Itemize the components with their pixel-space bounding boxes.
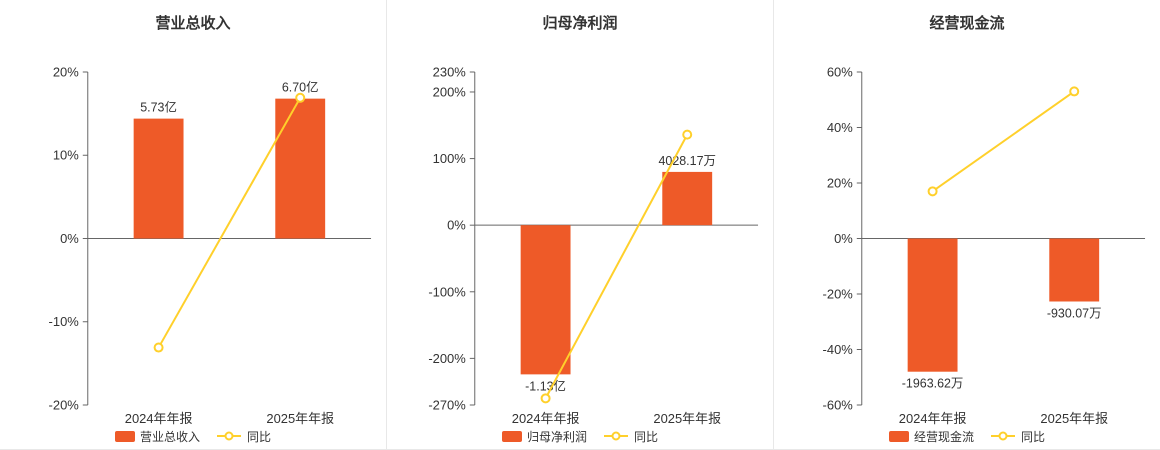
x-category-label: 2025年年报 bbox=[1040, 411, 1108, 425]
y-tick-label: 230% bbox=[433, 64, 467, 79]
y-tick-label: 40% bbox=[827, 120, 853, 135]
legend-item-line-series[interactable]: 同比 bbox=[603, 428, 658, 445]
yoy-marker[interactable] bbox=[1069, 86, 1080, 97]
chart-canvas-revenue: 20% 10% 0% -10% -20% 5.73亿 2024年年报 6.70亿 2025年年报 bbox=[49, 64, 372, 425]
bar[interactable] bbox=[520, 225, 571, 375]
bar-value-label: 5.73亿 bbox=[140, 100, 177, 115]
y-tick-label: -270% bbox=[428, 397, 466, 412]
chart-title-net-profit: 归母净利润 bbox=[542, 15, 618, 32]
bar-value-label: 4028.17万 bbox=[658, 154, 715, 168]
legend-item-line-series[interactable]: 同比 bbox=[990, 428, 1045, 445]
bar[interactable] bbox=[662, 171, 713, 226]
yoy-marker[interactable] bbox=[927, 186, 938, 197]
bar-series-swatch-icon bbox=[501, 430, 522, 442]
y-tick-label: -100% bbox=[428, 284, 466, 299]
chart-legend-cash-flow: 经营现金流 同比 bbox=[888, 427, 1045, 445]
yoy-marker[interactable] bbox=[682, 129, 693, 140]
yoy-marker[interactable] bbox=[153, 342, 164, 353]
legend-line-label: 同比 bbox=[1021, 429, 1046, 444]
x-category-label: 2024年年报 bbox=[899, 411, 967, 425]
x-category-label: 2025年年报 bbox=[266, 411, 334, 425]
legend-line-label: 同比 bbox=[634, 429, 659, 444]
bar-value-label: 6.70亿 bbox=[282, 80, 319, 95]
legend-item-bar-series[interactable]: 经营现金流 bbox=[888, 428, 974, 445]
yoy-line bbox=[157, 97, 302, 349]
yoy-line bbox=[932, 90, 1075, 193]
legend-bar-label: 归母净利润 bbox=[526, 429, 587, 444]
x-category-label: 2025年年报 bbox=[653, 411, 721, 425]
x-category-label: 2024年年报 bbox=[512, 411, 580, 425]
y-tick-label: 20% bbox=[53, 64, 79, 79]
line-series-swatch-icon bbox=[604, 431, 628, 441]
legend-bar-label: 营业总收入 bbox=[139, 429, 200, 444]
bar[interactable] bbox=[1049, 238, 1100, 302]
chart-panel-cash-flow: 经营现金流 60% 40% 20% 0% -20% -40% -60% -1963.62万 20… bbox=[773, 0, 1160, 449]
y-tick-label: 0% bbox=[60, 231, 79, 246]
legend-line-label: 同比 bbox=[247, 429, 272, 444]
bar[interactable] bbox=[275, 98, 326, 239]
legend-bar-label: 经营现金流 bbox=[913, 429, 974, 444]
chart-legend-net-profit: 归母净利润 同比 bbox=[501, 427, 658, 445]
y-tick-label: -20% bbox=[49, 397, 80, 412]
bar[interactable] bbox=[907, 238, 958, 372]
bar-series-swatch-icon bbox=[888, 430, 909, 442]
bar[interactable] bbox=[133, 118, 184, 239]
bar-value-label: -930.07万 bbox=[1047, 306, 1102, 320]
legend-item-line-series[interactable]: 同比 bbox=[216, 428, 271, 445]
line-series-swatch-icon bbox=[991, 431, 1015, 441]
x-category-label: 2024年年报 bbox=[125, 411, 193, 425]
chart-legend-revenue: 营业总收入 同比 bbox=[114, 427, 271, 445]
yoy-marker[interactable] bbox=[540, 393, 551, 404]
y-tick-label: -10% bbox=[49, 314, 80, 329]
y-tick-label: -20% bbox=[823, 286, 854, 301]
yoy-marker[interactable] bbox=[295, 92, 306, 103]
chart-canvas-cash-flow: 60% 40% 20% 0% -20% -40% -60% -1963.62万 2024年年报 -… bbox=[823, 64, 1146, 425]
y-tick-label: -200% bbox=[428, 351, 466, 366]
bar-value-label: -1963.62万 bbox=[902, 377, 964, 391]
y-tick-label: 0% bbox=[834, 231, 853, 246]
y-tick-label: -60% bbox=[823, 397, 854, 412]
y-tick-label: 100% bbox=[433, 151, 467, 166]
y-tick-label: 10% bbox=[53, 148, 79, 163]
chart-title-cash-flow: 经营现金流 bbox=[929, 15, 1005, 32]
y-tick-label: 20% bbox=[827, 175, 853, 190]
line-series-swatch-icon bbox=[217, 431, 241, 441]
y-tick-label: 0% bbox=[447, 218, 466, 233]
bar-series-swatch-icon bbox=[114, 430, 135, 442]
bar-value-label: -1.13亿 bbox=[525, 378, 566, 393]
chart-panel-revenue: 营业总收入 20% 10% 0% -10% -20% 5.73亿 2024年年报 6.70亿 2… bbox=[0, 0, 386, 449]
legend-item-bar-series[interactable]: 营业总收入 bbox=[114, 428, 200, 445]
y-tick-label: 200% bbox=[433, 84, 467, 99]
yoy-line bbox=[544, 134, 689, 399]
chart-panel-net-profit: 归母净利润 230% 200% 100% 0% -100% -200% -270% -1.13… bbox=[386, 0, 773, 449]
legend-item-bar-series[interactable]: 归母净利润 bbox=[501, 428, 587, 445]
chart-title-revenue: 营业总收入 bbox=[155, 15, 231, 32]
y-tick-label: -40% bbox=[823, 342, 854, 357]
y-tick-label: 60% bbox=[827, 64, 853, 79]
chart-canvas-net-profit: 230% 200% 100% 0% -100% -200% -270% -1.13亿 2024年… bbox=[428, 64, 759, 425]
